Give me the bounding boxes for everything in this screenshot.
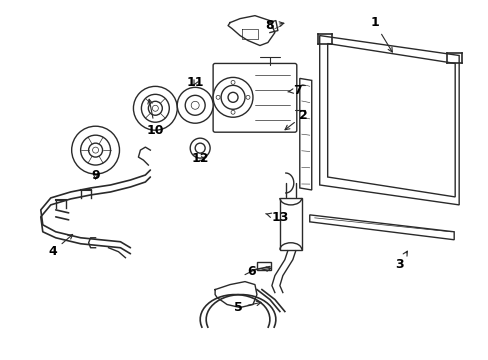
- Text: 10: 10: [146, 99, 164, 137]
- Circle shape: [191, 101, 199, 109]
- Text: 12: 12: [191, 152, 208, 165]
- Circle shape: [133, 86, 177, 130]
- Bar: [256, 262, 270, 270]
- Text: 5: 5: [233, 301, 261, 314]
- Circle shape: [177, 87, 213, 123]
- Circle shape: [216, 95, 220, 99]
- Circle shape: [230, 80, 235, 84]
- Text: 3: 3: [394, 251, 407, 271]
- Circle shape: [230, 110, 235, 114]
- Circle shape: [81, 135, 110, 165]
- Text: 1: 1: [369, 16, 391, 52]
- Text: 8: 8: [265, 19, 284, 32]
- Circle shape: [152, 105, 158, 111]
- Polygon shape: [299, 78, 311, 190]
- Text: 7: 7: [287, 84, 302, 97]
- Circle shape: [141, 94, 169, 122]
- Circle shape: [72, 126, 119, 174]
- Circle shape: [190, 138, 210, 158]
- Circle shape: [245, 95, 249, 99]
- Text: 11: 11: [186, 76, 203, 89]
- Circle shape: [92, 147, 99, 153]
- Text: 4: 4: [48, 234, 73, 258]
- Circle shape: [221, 85, 244, 109]
- Text: 13: 13: [265, 211, 288, 224]
- Circle shape: [213, 77, 252, 117]
- Polygon shape: [309, 215, 453, 240]
- Circle shape: [185, 95, 205, 115]
- Text: 2: 2: [285, 109, 307, 130]
- Text: 9: 9: [91, 168, 100, 181]
- Circle shape: [88, 143, 102, 157]
- Circle shape: [227, 92, 238, 102]
- Circle shape: [148, 101, 162, 115]
- FancyBboxPatch shape: [213, 63, 296, 132]
- Bar: [279, 198, 301, 250]
- Circle shape: [195, 143, 205, 153]
- Text: 6: 6: [247, 265, 270, 278]
